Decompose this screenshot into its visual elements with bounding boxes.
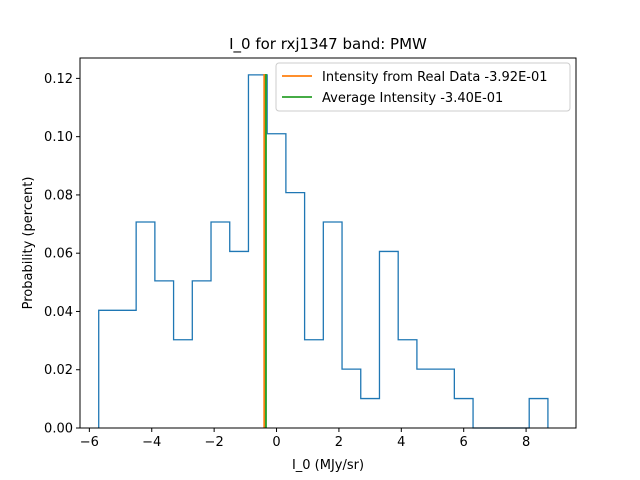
- y-tick-label: 0.10: [44, 130, 73, 145]
- y-tick-label: 0.02: [44, 363, 73, 378]
- x-tick-label: 6: [460, 435, 468, 450]
- x-tick-label: −2: [205, 435, 224, 450]
- y-tick-label: 0.04: [44, 305, 73, 320]
- y-tick-label: 0.12: [44, 72, 73, 87]
- x-tick-label: 4: [397, 435, 405, 450]
- legend-entry-average: Average Intensity -3.40E-01: [322, 91, 503, 106]
- x-tick-label: 0: [272, 435, 280, 450]
- x-tick-label: −6: [80, 435, 99, 450]
- plot-frame: [79, 57, 577, 429]
- x-axis-label: I_0 (MJy/sr): [292, 458, 364, 473]
- legend-entry-real-data: Intensity from Real Data -3.92E-01: [322, 70, 548, 85]
- x-tick-label: −4: [142, 435, 161, 450]
- chart-title: I_0 for rxj1347 band: PMW: [229, 35, 427, 54]
- x-tick-label: 8: [522, 435, 530, 450]
- x-tick-label: 2: [335, 435, 343, 450]
- histogram-outline: [98, 74, 549, 429]
- y-tick-label: 0.08: [44, 188, 73, 203]
- legend-box: [275, 62, 571, 112]
- legend: Intensity from Real Data -3.92E-01 Avera…: [275, 62, 571, 112]
- y-axis-label: Probability (percent): [21, 177, 36, 310]
- y-tick-label: 0.06: [44, 247, 73, 262]
- y-tick-label: 0.00: [44, 422, 73, 437]
